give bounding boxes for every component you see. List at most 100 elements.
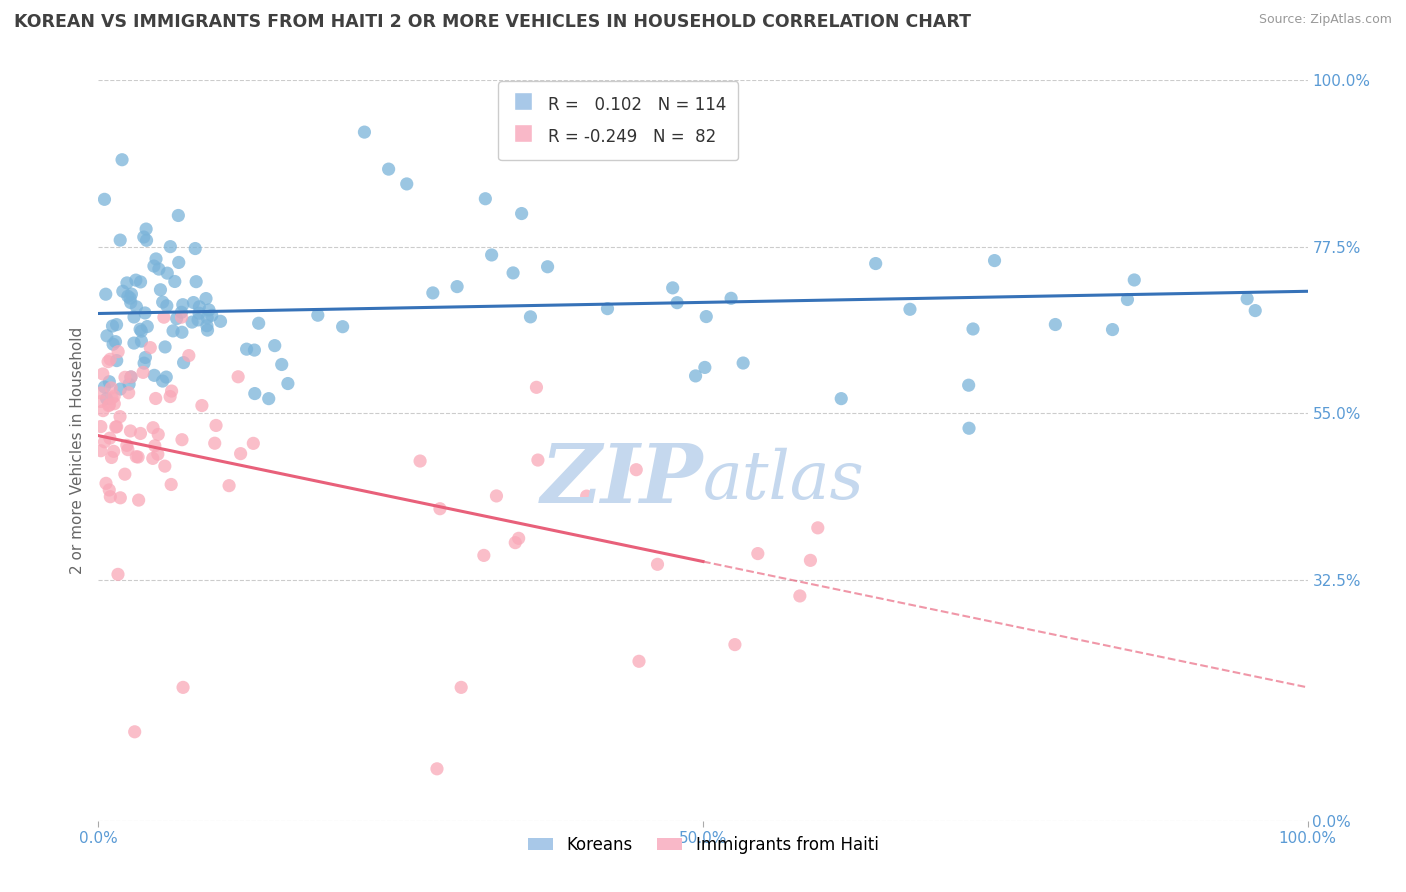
Point bbox=[201, 308, 224, 322]
Point bbox=[1116, 293, 1139, 307]
Point bbox=[143, 439, 166, 453]
Point bbox=[153, 340, 176, 354]
Point bbox=[409, 454, 432, 468]
Point bbox=[124, 724, 146, 739]
Point bbox=[575, 489, 598, 503]
Point bbox=[263, 338, 285, 352]
Point bbox=[110, 491, 132, 505]
Point bbox=[152, 374, 174, 388]
Point bbox=[172, 298, 194, 312]
Point bbox=[799, 553, 821, 567]
Point bbox=[142, 259, 165, 273]
Point bbox=[107, 567, 129, 582]
Point bbox=[105, 318, 128, 332]
Point bbox=[733, 356, 755, 370]
Point bbox=[96, 328, 118, 343]
Point bbox=[170, 305, 193, 319]
Point bbox=[108, 233, 131, 247]
Point bbox=[695, 310, 717, 324]
Point bbox=[626, 463, 648, 477]
Point bbox=[98, 483, 121, 497]
Point bbox=[90, 419, 112, 434]
Point bbox=[198, 302, 221, 317]
Point bbox=[131, 324, 153, 338]
Point bbox=[510, 206, 533, 220]
Point bbox=[139, 341, 162, 355]
Point bbox=[114, 370, 136, 384]
Point bbox=[209, 314, 232, 328]
Point bbox=[94, 287, 117, 301]
Point bbox=[229, 447, 252, 461]
Point bbox=[101, 319, 124, 334]
Point bbox=[122, 310, 145, 324]
Point bbox=[218, 478, 240, 492]
Point bbox=[724, 638, 747, 652]
Point bbox=[96, 392, 118, 406]
Point bbox=[247, 316, 270, 330]
Point bbox=[962, 322, 984, 336]
Point bbox=[195, 310, 218, 325]
Point bbox=[98, 490, 121, 504]
Point bbox=[474, 192, 496, 206]
Point bbox=[508, 532, 530, 546]
Point bbox=[134, 351, 156, 365]
Point bbox=[135, 233, 157, 247]
Point bbox=[377, 162, 399, 177]
Point bbox=[132, 365, 155, 379]
Point bbox=[122, 336, 145, 351]
Point bbox=[830, 392, 852, 406]
Point bbox=[120, 370, 142, 384]
Point bbox=[353, 125, 375, 139]
Point bbox=[485, 489, 508, 503]
Point bbox=[104, 334, 127, 349]
Point bbox=[242, 436, 264, 450]
Point bbox=[142, 420, 165, 434]
Point bbox=[98, 431, 121, 445]
Point bbox=[170, 325, 193, 339]
Point bbox=[188, 306, 211, 320]
Point bbox=[90, 386, 112, 401]
Point bbox=[120, 291, 142, 305]
Point bbox=[983, 253, 1005, 268]
Point bbox=[188, 300, 211, 314]
Point bbox=[481, 248, 503, 262]
Point bbox=[666, 295, 689, 310]
Point bbox=[243, 343, 266, 357]
Point bbox=[720, 291, 742, 305]
Point bbox=[450, 681, 472, 695]
Point bbox=[98, 352, 121, 367]
Point bbox=[98, 398, 121, 412]
Point bbox=[97, 399, 120, 413]
Point bbox=[183, 295, 205, 310]
Point bbox=[395, 177, 418, 191]
Point bbox=[187, 313, 209, 327]
Point bbox=[155, 370, 177, 384]
Point bbox=[957, 378, 980, 392]
Point bbox=[91, 403, 114, 417]
Point bbox=[1045, 318, 1067, 332]
Point bbox=[111, 285, 134, 299]
Point bbox=[143, 368, 166, 383]
Point bbox=[101, 337, 124, 351]
Point bbox=[103, 444, 125, 458]
Point bbox=[195, 318, 218, 333]
Point bbox=[195, 292, 218, 306]
Point bbox=[117, 289, 139, 303]
Point bbox=[307, 308, 329, 322]
Point bbox=[167, 255, 190, 269]
Point bbox=[503, 535, 526, 549]
Point bbox=[145, 392, 167, 406]
Point bbox=[146, 447, 169, 461]
Point bbox=[519, 310, 541, 324]
Point bbox=[159, 390, 181, 404]
Point bbox=[136, 319, 159, 334]
Point bbox=[685, 368, 707, 383]
Point bbox=[104, 420, 127, 434]
Point bbox=[163, 275, 186, 289]
Point bbox=[647, 558, 669, 572]
Point bbox=[661, 281, 683, 295]
Point bbox=[184, 242, 207, 256]
Point bbox=[118, 377, 141, 392]
Point bbox=[100, 450, 122, 465]
Point bbox=[446, 279, 468, 293]
